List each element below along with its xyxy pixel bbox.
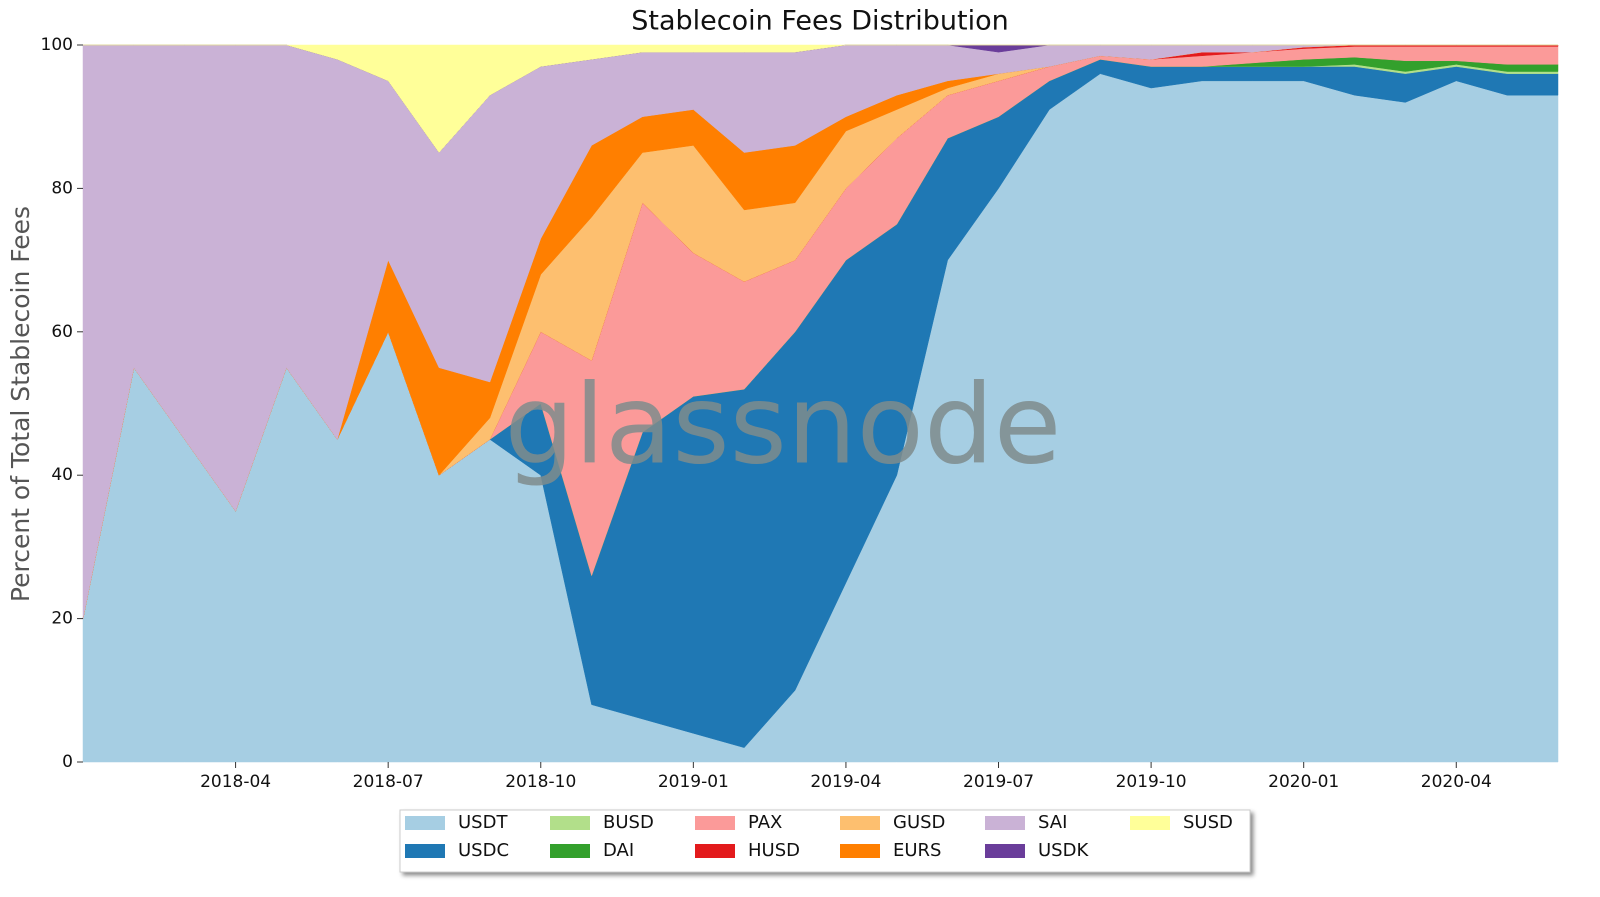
y-tick-label: 80 <box>51 178 73 198</box>
chart-title: Stablecoin Fees Distribution <box>631 6 1009 37</box>
y-tick-label: 20 <box>51 609 73 629</box>
legend-label: HUSD <box>748 840 800 861</box>
areas <box>82 44 1559 763</box>
x-tick-label: 2019-10 <box>1116 772 1187 792</box>
legend-swatch <box>550 816 590 830</box>
legend-swatch <box>985 816 1025 830</box>
x-tick-label: 2019-07 <box>963 772 1034 792</box>
x-tick-label: 2019-01 <box>658 772 729 792</box>
legend-swatch <box>840 816 880 830</box>
legend-label: USDT <box>458 812 508 833</box>
legend-swatch <box>840 844 880 858</box>
legend-swatch <box>405 844 445 858</box>
y-tick-label: 40 <box>51 465 73 485</box>
y-tick-label: 60 <box>51 322 73 342</box>
y-tick-label: 0 <box>62 752 73 772</box>
watermark: glassnode <box>505 360 1062 488</box>
legend-label: GUSD <box>893 812 945 833</box>
legend-swatch <box>1130 816 1170 830</box>
y-axis-label: Percent of Total Stablecoin Fees <box>6 206 35 602</box>
area <box>83 44 1558 153</box>
legend-label: USDC <box>458 840 509 861</box>
legend-swatch <box>695 844 735 858</box>
legend-swatch <box>985 844 1025 858</box>
legend-label: BUSD <box>603 812 654 833</box>
legend-swatch <box>405 816 445 830</box>
x-tick-label: 2020-04 <box>1421 772 1492 792</box>
legend-label: SAI <box>1038 812 1067 833</box>
x-tick-label: 2019-04 <box>810 772 881 792</box>
y-tick-label: 100 <box>41 35 73 55</box>
legend-box <box>399 809 1251 873</box>
x-tick-label: 2018-07 <box>353 772 424 792</box>
x-tick-label: 2018-04 <box>200 772 271 792</box>
legend-label: SUSD <box>1183 812 1233 833</box>
legend-label: EURS <box>893 840 941 861</box>
x-tick-label: 2020-01 <box>1268 772 1339 792</box>
legend-label: PAX <box>748 812 782 833</box>
x-tick-label: 2018-10 <box>505 772 576 792</box>
legend-label: DAI <box>603 840 634 861</box>
legend-label: USDK <box>1038 840 1089 861</box>
legend-swatch <box>550 844 590 858</box>
legend-swatch <box>695 816 735 830</box>
